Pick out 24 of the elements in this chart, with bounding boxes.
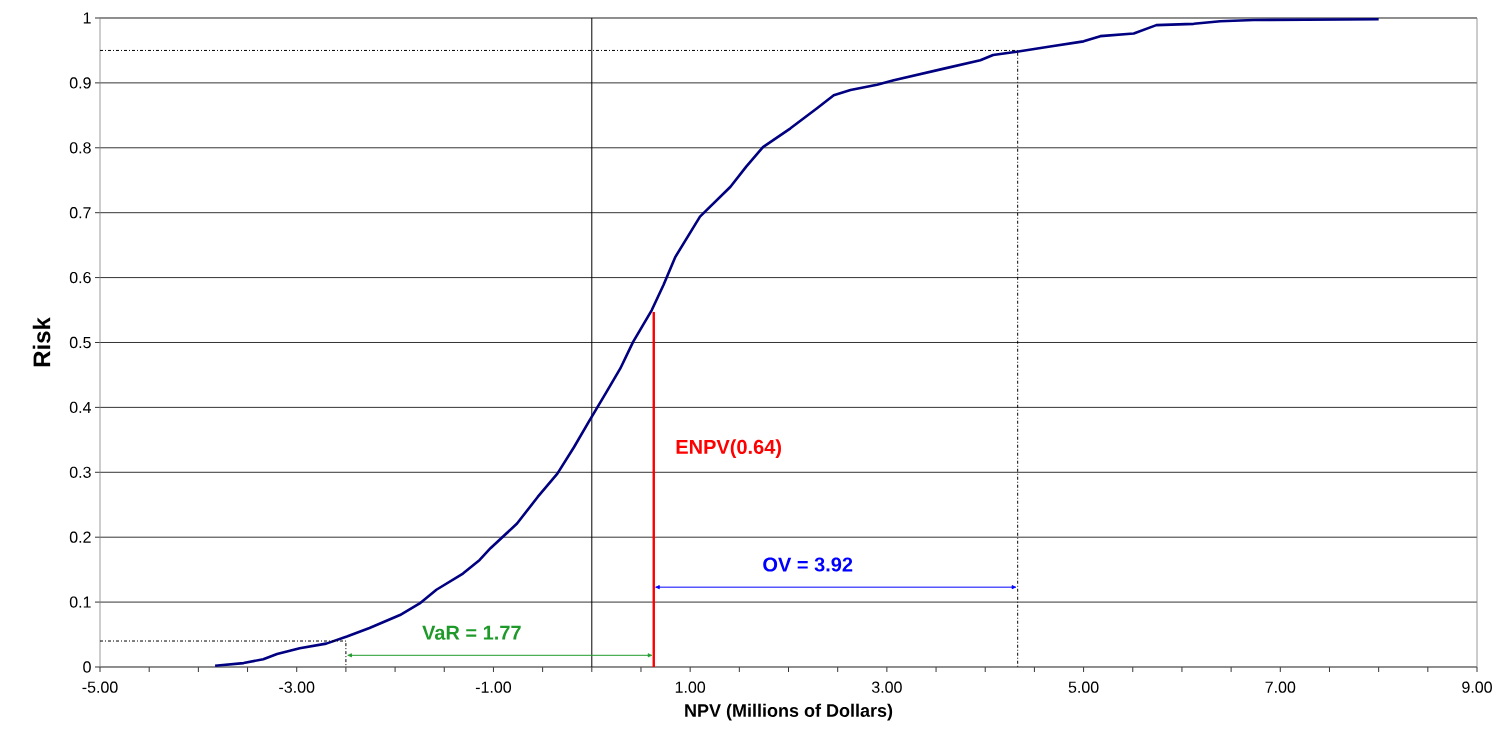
y-tick-label: 0.1	[69, 596, 91, 608]
x-tick-label: 7.00	[1265, 681, 1296, 693]
y-tick-label: 0.7	[69, 207, 91, 219]
y-axis-title: Risk	[32, 317, 51, 367]
y-tick-label: 0.4	[69, 401, 91, 414]
x-tick-label: 9.00	[1462, 681, 1492, 693]
x-tick-label: -3.00	[279, 681, 315, 693]
x-axis-title: NPV (Millions of Dollars)	[685, 703, 893, 721]
y-tick-label: 0.3	[69, 466, 91, 478]
y-tick-label: 0.9	[69, 77, 91, 89]
x-tick-label: 3.00	[871, 681, 902, 693]
x-tick-label: -5.00	[82, 681, 118, 693]
x-tick-label: 5.00	[1068, 681, 1099, 693]
y-tick-label: 0.6	[69, 271, 91, 284]
y-tick-label: 0.5	[69, 336, 91, 349]
x-tick-label: 1.00	[675, 681, 706, 693]
series-label: ENPV(0.64)	[676, 439, 781, 458]
series-label: OV = 3.92	[763, 557, 853, 572]
series-label: VaR = 1.77	[422, 625, 521, 640]
x-tick-label: -1.00	[475, 681, 512, 693]
y-tick-label: 0.2	[69, 531, 91, 543]
y-tick-label: 1	[83, 12, 91, 24]
y-tick-label: 0	[83, 661, 91, 673]
y-tick-label: 0.8	[69, 142, 91, 154]
